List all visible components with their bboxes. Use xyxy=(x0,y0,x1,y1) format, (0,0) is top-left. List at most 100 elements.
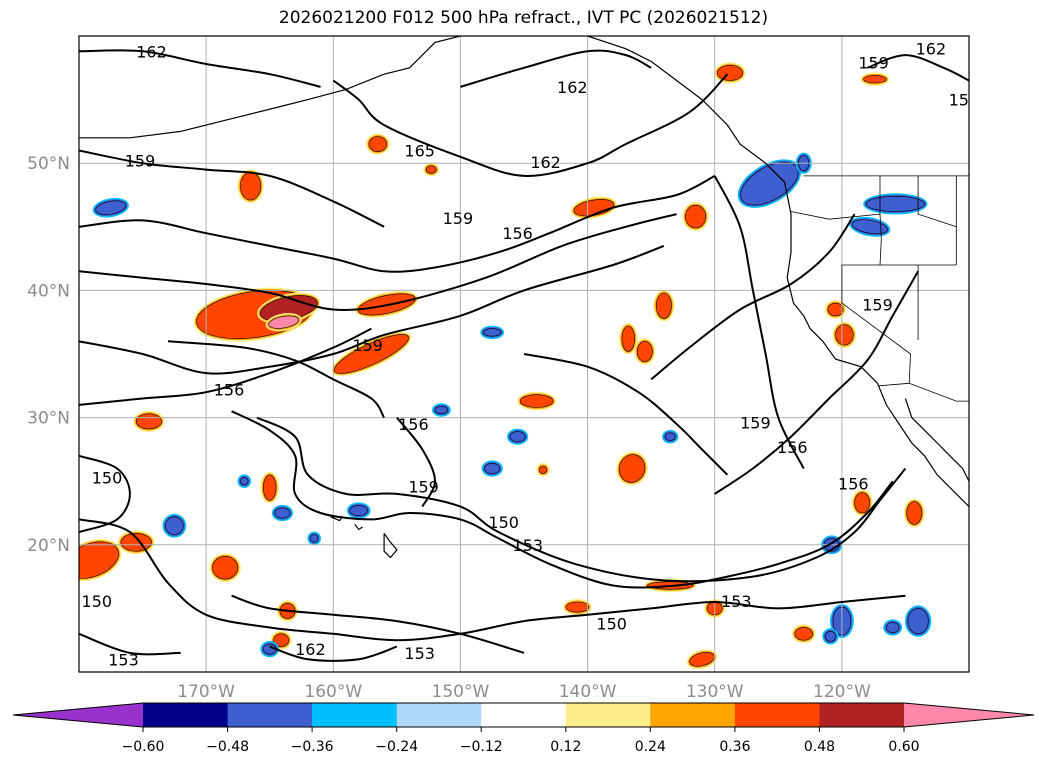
longitude-label: 120°W xyxy=(813,682,871,702)
contour-label: 159 xyxy=(408,477,439,496)
colorbar-tick-label: −0.12 xyxy=(460,739,503,755)
contour-label: 165 xyxy=(404,142,435,161)
latitude-label: 20°N xyxy=(27,536,70,556)
shade-core xyxy=(274,507,291,519)
contour-label: 159 xyxy=(125,152,156,171)
border-line xyxy=(879,175,882,266)
contour-label: 153 xyxy=(513,536,544,555)
shade-core xyxy=(827,302,844,317)
longitude-labels: 170°W 160°W 150°W 140°W 130°W 120°W xyxy=(177,682,871,702)
longitude-label: 170°W xyxy=(177,682,235,702)
coastline xyxy=(383,533,398,559)
contour-line xyxy=(714,270,919,495)
shade-core xyxy=(835,324,854,346)
contour-label: 150 xyxy=(92,468,123,487)
colorbar-tick-label: 0.24 xyxy=(635,739,666,755)
latitude-label: 30°N xyxy=(27,409,70,429)
latitude-labels: 50°N 40°N 30°N 20°N xyxy=(27,154,70,556)
contour-label: 156 xyxy=(214,381,245,400)
contour-label: 159 xyxy=(443,209,474,228)
colorbar-extend-high xyxy=(904,703,1034,727)
contour-line xyxy=(713,175,805,469)
contour-label: 159 xyxy=(858,54,889,73)
contour-labels: 162 162 162 159 15 159 165 162 159 156 159 159 156 15… xyxy=(82,40,969,670)
contour-line xyxy=(523,353,729,476)
shade-core xyxy=(263,474,277,501)
longitude-label: 140°W xyxy=(559,682,617,702)
colorbar-tick-label: −0.24 xyxy=(375,739,418,755)
shade-core xyxy=(851,219,888,235)
shade-core xyxy=(349,505,368,516)
colorbar-segment xyxy=(565,703,651,727)
shade-core xyxy=(865,195,925,212)
border-line xyxy=(841,265,911,384)
shade-core xyxy=(240,171,262,201)
shade-core xyxy=(716,65,743,81)
colorbar-tick-label: 0.12 xyxy=(550,739,581,755)
shade-core xyxy=(854,492,871,514)
contour-label: 156 xyxy=(838,475,869,494)
shade-core xyxy=(484,463,501,474)
longitude-label: 150°W xyxy=(432,682,490,702)
border-line xyxy=(917,175,957,228)
contour-label: 156 xyxy=(502,224,533,243)
shade-core xyxy=(368,136,387,152)
shade-core xyxy=(509,431,526,443)
contour-label: 162 xyxy=(916,40,947,59)
contour-label: 156 xyxy=(777,438,808,457)
contour-line xyxy=(79,175,716,273)
shade-core xyxy=(565,601,590,613)
shade-core xyxy=(483,328,502,337)
shade-core xyxy=(165,516,184,535)
coastline xyxy=(79,36,461,139)
shade-core xyxy=(863,75,887,84)
colorbar-segment xyxy=(650,703,736,727)
colorbar-segment xyxy=(481,703,567,727)
contour-label: 150 xyxy=(596,615,627,634)
contour-line xyxy=(79,454,131,534)
colorbar-tick-label: −0.36 xyxy=(291,739,334,755)
coastlines xyxy=(79,36,969,559)
contour-line xyxy=(396,416,437,508)
border-line xyxy=(878,382,969,402)
shade-core xyxy=(656,292,672,319)
contour-line xyxy=(256,416,907,583)
longitude-label: 160°W xyxy=(304,682,362,702)
contour-label: 159 xyxy=(740,414,771,433)
shade-core xyxy=(618,454,646,483)
contour-line xyxy=(79,327,372,406)
colorbar-segment xyxy=(819,703,905,727)
contour-line xyxy=(79,518,906,642)
contour-line xyxy=(650,213,856,381)
shade-core xyxy=(135,413,162,430)
contour-line xyxy=(79,213,677,311)
colorbar-segment xyxy=(227,703,313,727)
coastline xyxy=(354,524,363,531)
colorbar-segment xyxy=(734,703,820,727)
colorbar-tick-label: −0.60 xyxy=(122,739,165,755)
shade-core xyxy=(664,432,676,441)
latitude-label: 40°N xyxy=(27,281,70,301)
colorbar: −0.60 −0.48 −0.36 −0.24 −0.12 0.12 0.24 0.36 0.4… xyxy=(12,702,1035,755)
coastline xyxy=(587,36,969,508)
longitude-label: 130°W xyxy=(686,682,744,702)
contour-line xyxy=(332,73,729,177)
gridlines xyxy=(79,36,969,672)
contour-label: 150 xyxy=(82,592,113,611)
shade-core xyxy=(212,555,239,580)
shade-core xyxy=(636,340,653,362)
contour-label: 156 xyxy=(398,415,429,434)
contour-line xyxy=(231,410,894,589)
shade-core xyxy=(333,334,409,374)
contour-label: 162 xyxy=(557,78,588,97)
shade-core xyxy=(794,627,813,641)
colorbar-tick-label: 0.36 xyxy=(719,739,750,755)
shade-core xyxy=(425,165,437,174)
shade-core xyxy=(240,477,249,486)
refractivity-contours xyxy=(79,49,969,662)
shade-core xyxy=(885,622,900,633)
contour-line xyxy=(866,54,969,82)
coastline xyxy=(330,516,344,522)
latitude-label: 50°N xyxy=(27,154,70,174)
